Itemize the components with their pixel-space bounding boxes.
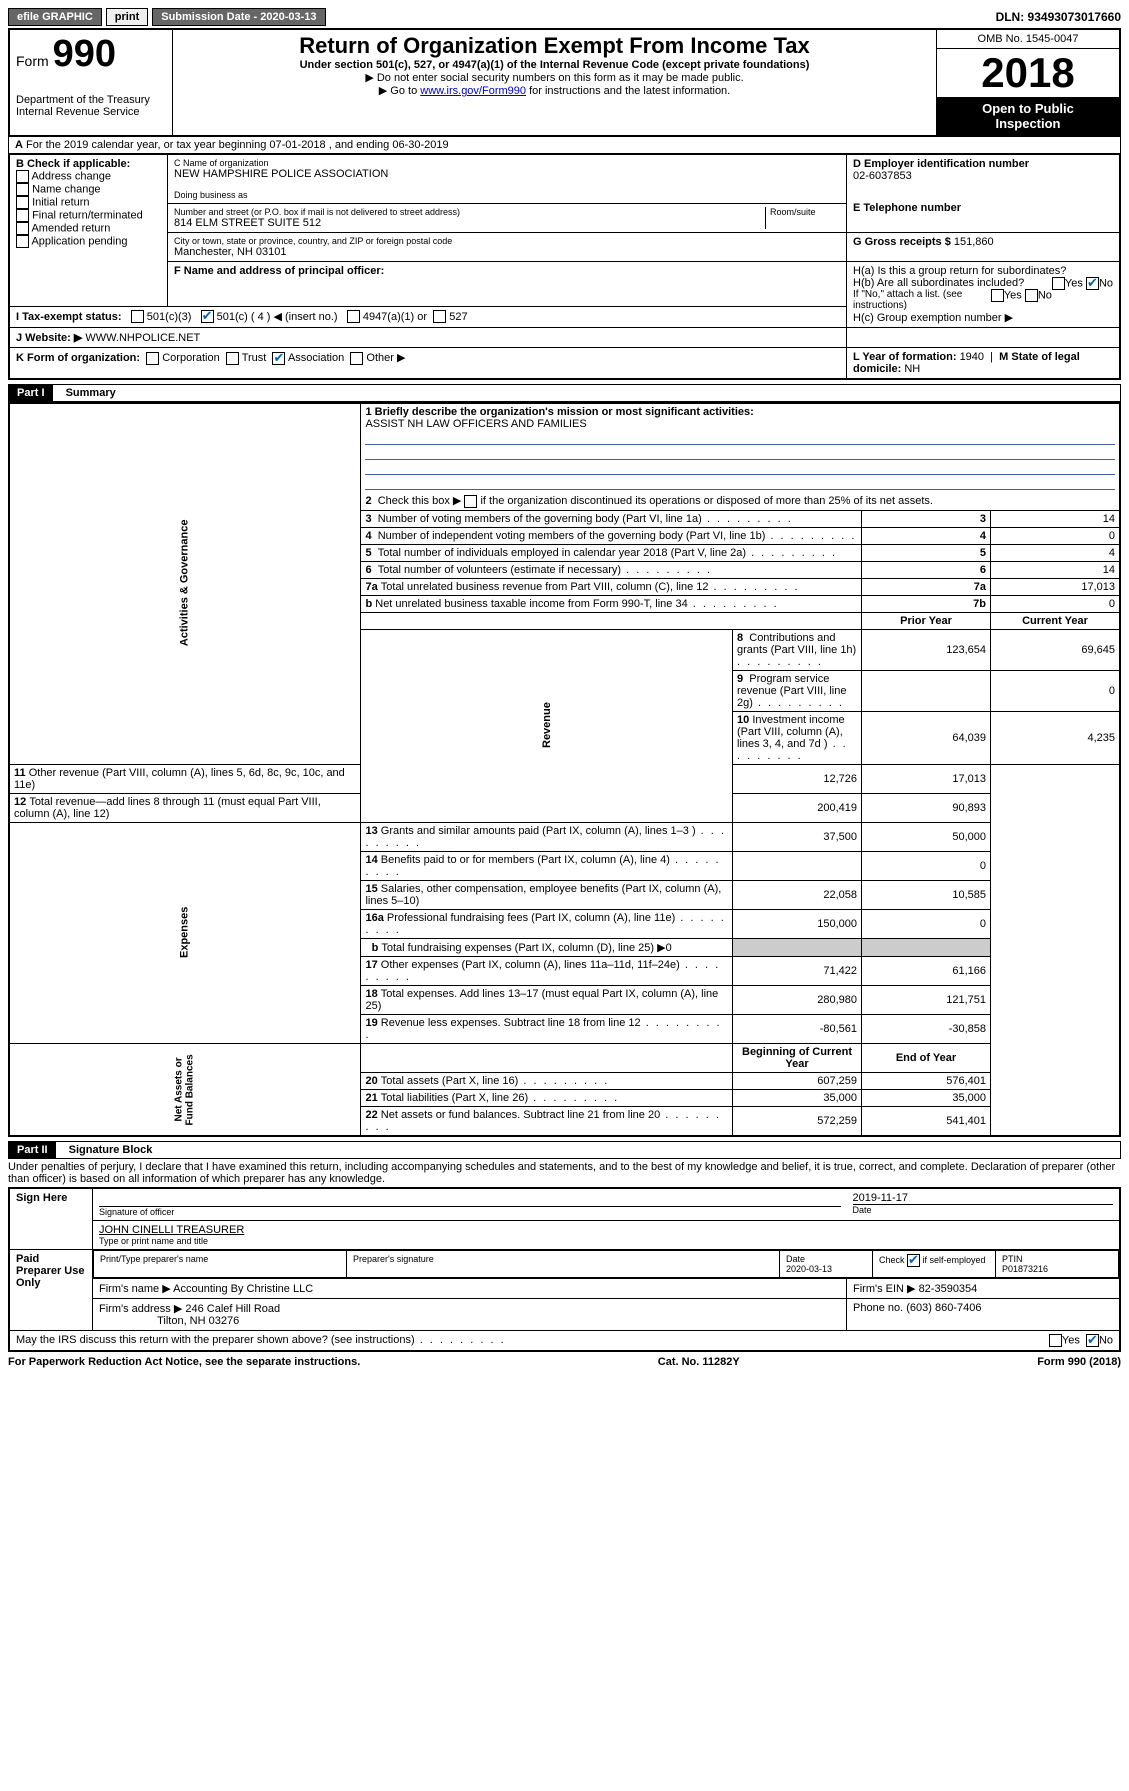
dept-label: Department of the Treasury Internal Reve…	[16, 94, 166, 118]
ein-value: 02-6037853	[853, 170, 1113, 182]
officer-name-label: Type or print name and title	[99, 1236, 1113, 1246]
irs-link[interactable]: www.irs.gov/Form990	[420, 85, 526, 97]
discuss-question: May the IRS discuss this return with the…	[16, 1334, 506, 1346]
hb-yes[interactable]	[991, 289, 1004, 302]
side-net-assets: Net Assets or Fund Balances	[9, 1043, 361, 1136]
subtitle-1: Under section 501(c), 527, or 4947(a)(1)…	[179, 59, 930, 71]
b-label: B Check if applicable:	[16, 158, 161, 170]
discontinued-checkbox[interactable]	[464, 495, 477, 508]
prep-name-label: Print/Type preparer's name	[94, 1250, 347, 1277]
tax-year: 2018	[937, 49, 1119, 97]
signature-table: Sign Here Signature of officer 2019-11-1…	[8, 1187, 1121, 1352]
k-form-org: K Form of organization: Corporation Trus…	[9, 348, 847, 380]
c-name-label: C Name of organization	[174, 158, 840, 168]
discuss-no[interactable]	[1086, 1334, 1099, 1347]
firm-addr2: Tilton, NH 03276	[157, 1315, 239, 1327]
part-2-header: Part II Signature Block	[8, 1141, 1121, 1159]
4947-checkbox[interactable]	[347, 310, 360, 323]
self-employed: Check if self-employed	[873, 1250, 996, 1277]
top-bar: efile GRAPHIC print Submission Date - 20…	[8, 8, 1121, 26]
final-return-checkbox[interactable]	[16, 209, 29, 222]
perjury-statement: Under penalties of perjury, I declare th…	[8, 1159, 1121, 1187]
main-title: Return of Organization Exempt From Incom…	[179, 33, 930, 59]
side-expenses: Expenses	[9, 822, 361, 1043]
submission-date-button[interactable]: Submission Date - 2020-03-13	[152, 8, 325, 26]
city-value: Manchester, NH 03101	[174, 246, 840, 258]
open-inspection: Open to Public Inspection	[937, 97, 1119, 135]
app-pending-checkbox[interactable]	[16, 235, 29, 248]
assoc-checkbox[interactable]	[272, 352, 285, 365]
officer-name: JOHN CINELLI TREASURER	[99, 1224, 1113, 1236]
amended-checkbox[interactable]	[16, 222, 29, 235]
addr-change-checkbox[interactable]	[16, 170, 29, 183]
l-year: L Year of formation: 1940	[853, 351, 984, 363]
h-b-note: If "No," attach a list. (see instruction…	[853, 289, 1113, 311]
corp-checkbox[interactable]	[146, 352, 159, 365]
i-tax-status: I Tax-exempt status: 501(c)(3) 501(c) ( …	[9, 306, 847, 327]
dln-label: DLN: 93493073017660	[996, 10, 1121, 24]
trust-checkbox[interactable]	[226, 352, 239, 365]
efile-button[interactable]: efile GRAPHIC	[8, 8, 102, 26]
f-officer: F Name and address of principal officer:	[168, 262, 847, 307]
line2: 2 Check this box ▶ if the organization d…	[361, 492, 1120, 510]
form-header: Form 990 Department of the Treasury Inte…	[8, 28, 1121, 137]
org-name: NEW HAMPSHIRE POLICE ASSOCIATION	[174, 168, 840, 180]
part-1-header: Part I Summary	[8, 384, 1121, 402]
omb-number: OMB No. 1545-0047	[937, 29, 1121, 49]
print-button[interactable]: print	[106, 8, 148, 26]
j-website: J Website: ▶ WWW.NHPOLICE.NET	[9, 328, 847, 348]
discuss-yes[interactable]	[1049, 1334, 1062, 1347]
city-label: City or town, state or province, country…	[174, 236, 840, 246]
h-c: H(c) Group exemption number ▶	[853, 311, 1113, 324]
mission-text: ASSIST NH LAW OFFICERS AND FAMILIES	[365, 418, 586, 430]
subtitle-2: ▶ Do not enter social security numbers o…	[179, 71, 930, 84]
self-emp-checkbox[interactable]	[907, 1254, 920, 1267]
prep-date: 2020-03-13	[786, 1264, 832, 1274]
hb-no[interactable]	[1025, 289, 1038, 302]
date-label: Date	[853, 1204, 1114, 1215]
sig-officer-label: Signature of officer	[99, 1206, 841, 1217]
e-label: E Telephone number	[853, 202, 1113, 214]
sig-date: 2019-11-17	[853, 1192, 1114, 1204]
ha-yes[interactable]	[1052, 277, 1065, 290]
paid-preparer-label: Paid Preparer Use Only	[9, 1249, 93, 1330]
527-checkbox[interactable]	[433, 310, 446, 323]
side-revenue: Revenue	[361, 629, 733, 822]
footer: For Paperwork Reduction Act Notice, see …	[8, 1356, 1121, 1368]
name-change-checkbox[interactable]	[16, 183, 29, 196]
firm-addr1: 246 Calef Hill Road	[185, 1303, 280, 1315]
line-a: A For the 2019 calendar year, or tax yea…	[8, 137, 1121, 154]
dba-label: Doing business as	[174, 190, 840, 200]
sign-here-label: Sign Here	[9, 1188, 93, 1250]
d-label: D Employer identification number	[853, 158, 1113, 170]
initial-return-checkbox[interactable]	[16, 196, 29, 209]
501c-checkbox[interactable]	[201, 310, 214, 323]
line1-label: 1 Briefly describe the organization's mi…	[365, 406, 753, 418]
ha-no[interactable]	[1086, 277, 1099, 290]
other-checkbox[interactable]	[350, 352, 363, 365]
addr-label: Number and street (or P.O. box if mail i…	[174, 207, 765, 217]
side-governance: Activities & Governance	[9, 403, 361, 764]
firm-name: Accounting By Christine LLC	[173, 1283, 313, 1295]
subtitle-3: ▶ Go to www.irs.gov/Form990 for instruct…	[179, 84, 930, 97]
prep-sig-label: Preparer's signature	[347, 1250, 780, 1277]
g-receipts: G Gross receipts $ 151,860	[847, 233, 1121, 262]
ptin: P01873216	[1002, 1264, 1048, 1274]
h-a: H(a) Is this a group return for subordin…	[853, 265, 1113, 277]
street-address: 814 ELM STREET SUITE 512	[174, 217, 765, 229]
room-label: Room/suite	[765, 207, 840, 229]
501c3-checkbox[interactable]	[131, 310, 144, 323]
form-number: Form 990	[16, 33, 166, 76]
firm-ein: 82-3590354	[919, 1283, 978, 1295]
firm-phone: (603) 860-7406	[906, 1302, 981, 1314]
identity-block: B Check if applicable: Address change Na…	[8, 154, 1121, 380]
part-1-table: Activities & Governance 1 Briefly descri…	[8, 402, 1121, 1137]
